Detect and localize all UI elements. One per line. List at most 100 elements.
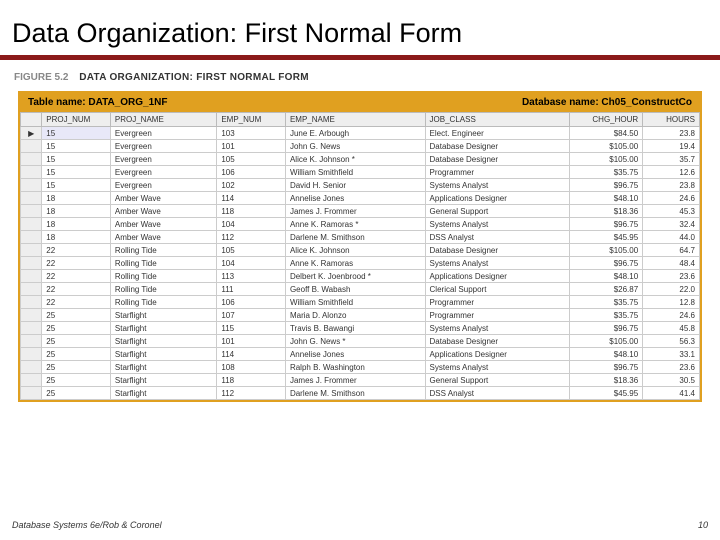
cell: $18.36 xyxy=(569,205,642,218)
cell: 118 xyxy=(217,374,286,387)
cell: $48.10 xyxy=(569,270,642,283)
row-marker xyxy=(21,153,42,166)
cell: 22 xyxy=(42,283,111,296)
cell: 24.6 xyxy=(643,309,700,322)
cell: Rolling Tide xyxy=(110,296,216,309)
table-row: 25Starflight114Annelise JonesApplication… xyxy=(21,348,700,361)
col-header: JOB_CLASS xyxy=(425,113,569,127)
footer-left: Database Systems 6e/Rob & Coronel xyxy=(12,520,162,530)
table-row: 25Starflight107Maria D. AlonzoProgrammer… xyxy=(21,309,700,322)
cell: 104 xyxy=(217,218,286,231)
table-row: 22Rolling Tide104Anne K. RamorasSystems … xyxy=(21,257,700,270)
cell: Evergreen xyxy=(110,179,216,192)
row-marker xyxy=(21,270,42,283)
cell: Evergreen xyxy=(110,127,216,140)
cell: Systems Analyst xyxy=(425,218,569,231)
row-marker xyxy=(21,244,42,257)
cell: 114 xyxy=(217,348,286,361)
col-header: EMP_NAME xyxy=(285,113,425,127)
row-marker xyxy=(21,257,42,270)
row-marker xyxy=(21,309,42,322)
cell: Database Designer xyxy=(425,153,569,166)
cell: $84.50 xyxy=(569,127,642,140)
cell: 108 xyxy=(217,361,286,374)
cell: Applications Designer xyxy=(425,270,569,283)
row-marker xyxy=(21,348,42,361)
cell: 23.6 xyxy=(643,361,700,374)
table-row: 25Starflight112Darlene M. SmithsonDSS An… xyxy=(21,387,700,400)
cell: $45.95 xyxy=(569,387,642,400)
cell: Systems Analyst xyxy=(425,179,569,192)
cell: 114 xyxy=(217,192,286,205)
table-row: 22Rolling Tide111Geoff B. WabashClerical… xyxy=(21,283,700,296)
cell: Anne K. Ramoras xyxy=(285,257,425,270)
cell: 30.5 xyxy=(643,374,700,387)
row-marker-header xyxy=(21,113,42,127)
database-name-label: Database name: Ch05_ConstructCo xyxy=(522,97,692,108)
table-name-label: Table name: DATA_ORG_1NF xyxy=(28,97,167,108)
cell: $96.75 xyxy=(569,322,642,335)
cell: 18 xyxy=(42,192,111,205)
cell: Amber Wave xyxy=(110,192,216,205)
cell: Alice K. Johnson * xyxy=(285,153,425,166)
cell: $96.75 xyxy=(569,361,642,374)
table-row: 25Starflight108Ralph B. WashingtonSystem… xyxy=(21,361,700,374)
cell: 111 xyxy=(217,283,286,296)
cell: 41.4 xyxy=(643,387,700,400)
cell: William Smithfield xyxy=(285,296,425,309)
column-header-row: PROJ_NUM PROJ_NAME EMP_NUM EMP_NAME JOB_… xyxy=(21,113,700,127)
cell: Evergreen xyxy=(110,153,216,166)
cell: James J. Frommer xyxy=(285,374,425,387)
cell: Programmer xyxy=(425,296,569,309)
cell: DSS Analyst xyxy=(425,231,569,244)
cell: Rolling Tide xyxy=(110,257,216,270)
cell: $45.95 xyxy=(569,231,642,244)
cell: Systems Analyst xyxy=(425,322,569,335)
table-row: 18Amber Wave114Annelise JonesApplication… xyxy=(21,192,700,205)
cell: $35.75 xyxy=(569,296,642,309)
cell: Starflight xyxy=(110,309,216,322)
cell: 18 xyxy=(42,205,111,218)
cell: 112 xyxy=(217,231,286,244)
cell: $48.10 xyxy=(569,192,642,205)
cell: 22 xyxy=(42,270,111,283)
table-row: 15Evergreen101John G. NewsDatabase Desig… xyxy=(21,140,700,153)
cell: John G. News xyxy=(285,140,425,153)
cell: Database Designer xyxy=(425,335,569,348)
cell: 15 xyxy=(42,140,111,153)
cell: 33.1 xyxy=(643,348,700,361)
cell: 45.8 xyxy=(643,322,700,335)
row-marker xyxy=(21,205,42,218)
table-row: 25Starflight118James J. FrommerGeneral S… xyxy=(21,374,700,387)
figure-number: FIGURE 5.2 xyxy=(14,72,68,83)
cell: William Smithfield xyxy=(285,166,425,179)
cell: Starflight xyxy=(110,322,216,335)
cell: 25 xyxy=(42,348,111,361)
table-row: 25Starflight101John G. News *Database De… xyxy=(21,335,700,348)
cell: Geoff B. Wabash xyxy=(285,283,425,296)
cell: Clerical Support xyxy=(425,283,569,296)
cell: Rolling Tide xyxy=(110,283,216,296)
cell: Starflight xyxy=(110,335,216,348)
cell: Darlene M. Smithson xyxy=(285,231,425,244)
row-marker xyxy=(21,179,42,192)
cell: $105.00 xyxy=(569,335,642,348)
cell: Rolling Tide xyxy=(110,270,216,283)
figure-caption: DATA ORGANIZATION: FIRST NORMAL FORM xyxy=(79,72,309,83)
cell: Travis B. Bawangi xyxy=(285,322,425,335)
cell: 25 xyxy=(42,361,111,374)
table-row: 22Rolling Tide113Delbert K. Joenbrood *A… xyxy=(21,270,700,283)
cell: Programmer xyxy=(425,166,569,179)
cell: $26.87 xyxy=(569,283,642,296)
cell: 15 xyxy=(42,153,111,166)
table-header-bar: Table name: DATA_ORG_1NF Database name: … xyxy=(20,93,700,112)
cell: 32.4 xyxy=(643,218,700,231)
slide-footer: Database Systems 6e/Rob & Coronel 10 xyxy=(12,520,708,530)
cell: 23.8 xyxy=(643,179,700,192)
cell: 118 xyxy=(217,205,286,218)
cell: Alice K. Johnson xyxy=(285,244,425,257)
cell: Annelise Jones xyxy=(285,348,425,361)
cell: 113 xyxy=(217,270,286,283)
cell: Evergreen xyxy=(110,140,216,153)
row-marker xyxy=(21,140,42,153)
